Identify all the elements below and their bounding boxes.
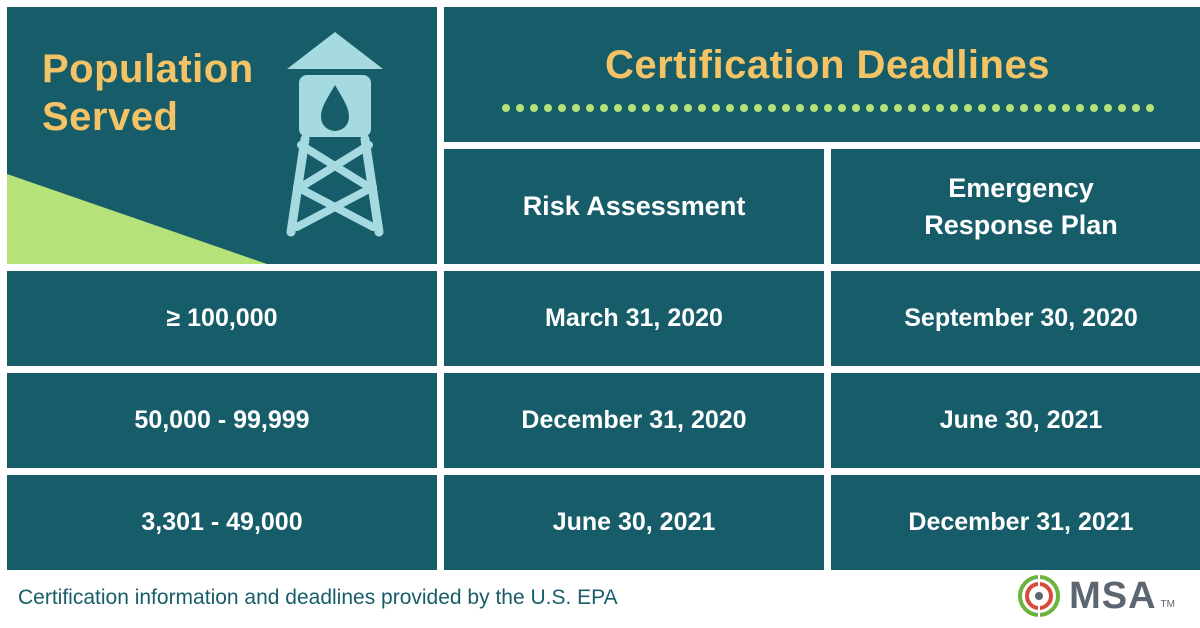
- table-cell: June 30, 2021: [831, 373, 1200, 468]
- decorative-dots: [502, 104, 1154, 112]
- population-header-cell: PopulationServed: [7, 7, 437, 264]
- certification-title: Certification Deadlines: [605, 38, 1050, 92]
- table-cell: December 31, 2020: [444, 373, 824, 468]
- column-header-emergency: EmergencyResponse Plan: [831, 149, 1200, 264]
- table-cell: 50,000 - 99,999: [7, 373, 437, 468]
- table-cell: September 30, 2020: [831, 271, 1200, 366]
- msa-logo-icon: [1017, 574, 1061, 618]
- table-cell: 3,301 - 49,000: [7, 475, 437, 570]
- trademark: TM: [1161, 599, 1175, 610]
- water-tower-icon: [265, 27, 405, 237]
- footer-text: Certification information and deadlines …: [18, 586, 618, 610]
- msa-logo-text: MSA: [1069, 575, 1156, 618]
- table-cell: ≥ 100,000: [7, 271, 437, 366]
- table-cell: March 31, 2020: [444, 271, 824, 366]
- msa-logo: MSA TM: [1017, 574, 1175, 618]
- decorative-triangle: [7, 174, 267, 264]
- certification-header-cell: Certification Deadlines: [444, 7, 1200, 142]
- population-title: PopulationServed: [42, 45, 254, 141]
- table-cell: December 31, 2021: [831, 475, 1200, 570]
- column-header-risk: Risk Assessment: [444, 149, 824, 264]
- table-cell: June 30, 2021: [444, 475, 824, 570]
